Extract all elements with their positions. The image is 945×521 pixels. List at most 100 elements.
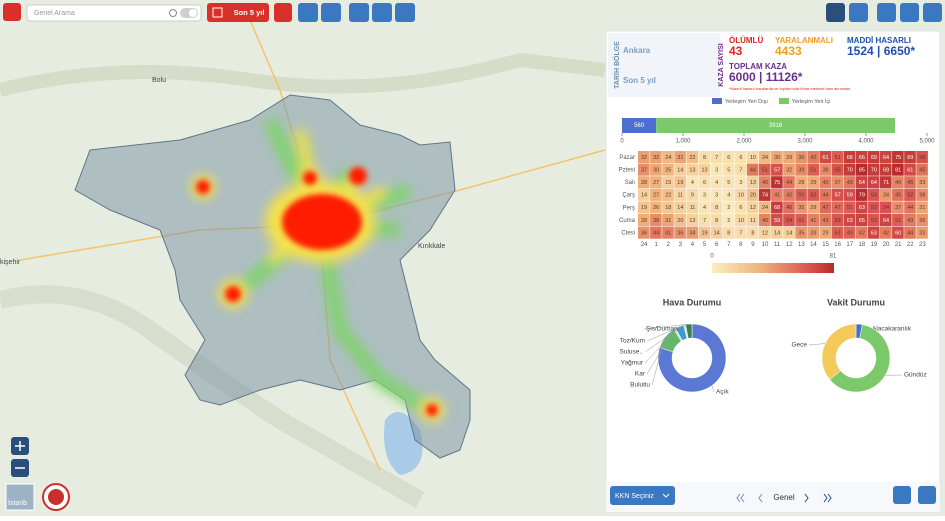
chart-title: Vakit Durumu bbox=[827, 297, 885, 307]
slice-label: Suluse.. bbox=[620, 349, 644, 356]
search-placeholder: Genel Arama bbox=[34, 10, 75, 17]
cell-value: 50 bbox=[798, 193, 804, 199]
cell-value: 3 bbox=[715, 193, 718, 199]
colorbar bbox=[712, 263, 834, 273]
row-label: Ctesi bbox=[621, 230, 635, 236]
cell-value: 71 bbox=[883, 180, 889, 186]
user-button[interactable] bbox=[395, 3, 415, 22]
pdf-export[interactable] bbox=[918, 486, 936, 504]
column-label: 23 bbox=[919, 242, 926, 248]
shape-button[interactable] bbox=[321, 3, 341, 22]
bar-value: 3916 bbox=[769, 123, 783, 129]
cell-value: 44 bbox=[907, 230, 913, 236]
account-button[interactable] bbox=[923, 3, 942, 22]
cell-value: 57 bbox=[835, 193, 841, 199]
cell-value: 81 bbox=[895, 167, 901, 173]
cell-value: 54 bbox=[786, 218, 792, 224]
cell-value: 63 bbox=[871, 230, 877, 236]
column-label: 22 bbox=[907, 242, 914, 248]
cell-value: 52 bbox=[907, 193, 913, 199]
region: Ankara bbox=[623, 46, 651, 55]
region-header: TARİH BÖLGE bbox=[612, 41, 621, 89]
location-button[interactable] bbox=[274, 3, 292, 22]
cell-value: 37 bbox=[895, 205, 901, 211]
cell-value: 29 bbox=[810, 180, 816, 186]
layers-button[interactable] bbox=[3, 3, 21, 21]
cell-value: 69 bbox=[907, 155, 913, 161]
cell-value: 15 bbox=[665, 180, 671, 186]
cell-value: 3 bbox=[703, 193, 706, 199]
time-button[interactable] bbox=[849, 3, 868, 22]
slice-label: Toz/Kum bbox=[620, 338, 645, 345]
cell-value: 27 bbox=[653, 180, 659, 186]
cell-value: 6 bbox=[739, 155, 742, 161]
cell-value: 40 bbox=[762, 180, 768, 186]
cell-value: 29 bbox=[810, 205, 816, 211]
cell-value: 8 bbox=[715, 205, 718, 211]
period: Son 5 yıl bbox=[623, 76, 656, 85]
cell-value: 75 bbox=[774, 180, 780, 186]
cell-value: 6 bbox=[727, 155, 730, 161]
cell-value: 49 bbox=[847, 230, 853, 236]
cell-value: 12 bbox=[762, 230, 768, 236]
cell-value: 29 bbox=[786, 155, 792, 161]
cell-value: 65 bbox=[859, 218, 865, 224]
cell-value: 26 bbox=[653, 205, 659, 211]
draw-button[interactable] bbox=[298, 3, 318, 22]
cell-value: 41 bbox=[774, 193, 780, 199]
cell-value: 14 bbox=[677, 167, 683, 173]
cell-value: 68 bbox=[774, 205, 780, 211]
cell-value: 24 bbox=[762, 205, 768, 211]
cell-value: 44 bbox=[786, 180, 792, 186]
cell-value: 7 bbox=[739, 167, 742, 173]
cell-value: 2 bbox=[727, 218, 730, 224]
slice-label: Açık bbox=[716, 389, 729, 396]
kkn-button-label: KKN Seçiniz bbox=[615, 493, 654, 500]
cell-value: 40 bbox=[762, 218, 768, 224]
cell-value: 3 bbox=[715, 167, 718, 173]
cell-value: 51 bbox=[847, 205, 853, 211]
cell-value: 56 bbox=[919, 155, 925, 161]
cell-value: 55 bbox=[835, 167, 841, 173]
x-tick-label: 3,000 bbox=[797, 139, 813, 145]
column-label: 16 bbox=[834, 242, 841, 248]
row-label: Perş bbox=[623, 205, 635, 211]
cell-value: 3 bbox=[739, 180, 742, 186]
cell-value: 12 bbox=[750, 205, 756, 211]
network-button[interactable] bbox=[877, 3, 896, 22]
row-label: Çarş bbox=[622, 193, 635, 199]
device-button[interactable] bbox=[900, 3, 919, 22]
x-tick-label: 5,000 bbox=[919, 139, 935, 145]
cell-value: 7 bbox=[715, 155, 718, 161]
cell-value: 24 bbox=[665, 155, 671, 161]
cell-value: 25 bbox=[665, 167, 671, 173]
image-export[interactable] bbox=[893, 486, 911, 504]
cell-value: 51 bbox=[835, 155, 841, 161]
cell-value: 45 bbox=[895, 193, 901, 199]
home-button[interactable] bbox=[349, 3, 369, 22]
cell-value: 51 bbox=[835, 230, 841, 236]
cell-value: 14 bbox=[677, 205, 683, 211]
stats-button[interactable] bbox=[826, 3, 845, 22]
cell-value: 8 bbox=[715, 218, 718, 224]
cell-value: 13 bbox=[689, 167, 695, 173]
cell-value: 33 bbox=[919, 230, 925, 236]
cell-value: 43 bbox=[822, 218, 828, 224]
cell-value: 63 bbox=[847, 218, 853, 224]
cell-value: 41 bbox=[810, 218, 816, 224]
cell-value: 7 bbox=[703, 218, 706, 224]
cell-value: 8 bbox=[751, 230, 754, 236]
cell-value: 42 bbox=[883, 230, 889, 236]
cell-value: 31 bbox=[677, 155, 683, 161]
navigate-button[interactable] bbox=[372, 3, 392, 22]
cell-value: 54 bbox=[883, 205, 889, 211]
cell-value: 20 bbox=[750, 193, 756, 199]
cell-value: 20 bbox=[677, 218, 683, 224]
cell-value: 4 bbox=[703, 205, 706, 211]
cell-value: 10 bbox=[738, 218, 744, 224]
legend-swatch bbox=[712, 98, 722, 104]
cell-value: 35 bbox=[798, 230, 804, 236]
legend-swatch bbox=[779, 98, 789, 104]
total-value: 6000 | 11126* bbox=[729, 70, 803, 84]
